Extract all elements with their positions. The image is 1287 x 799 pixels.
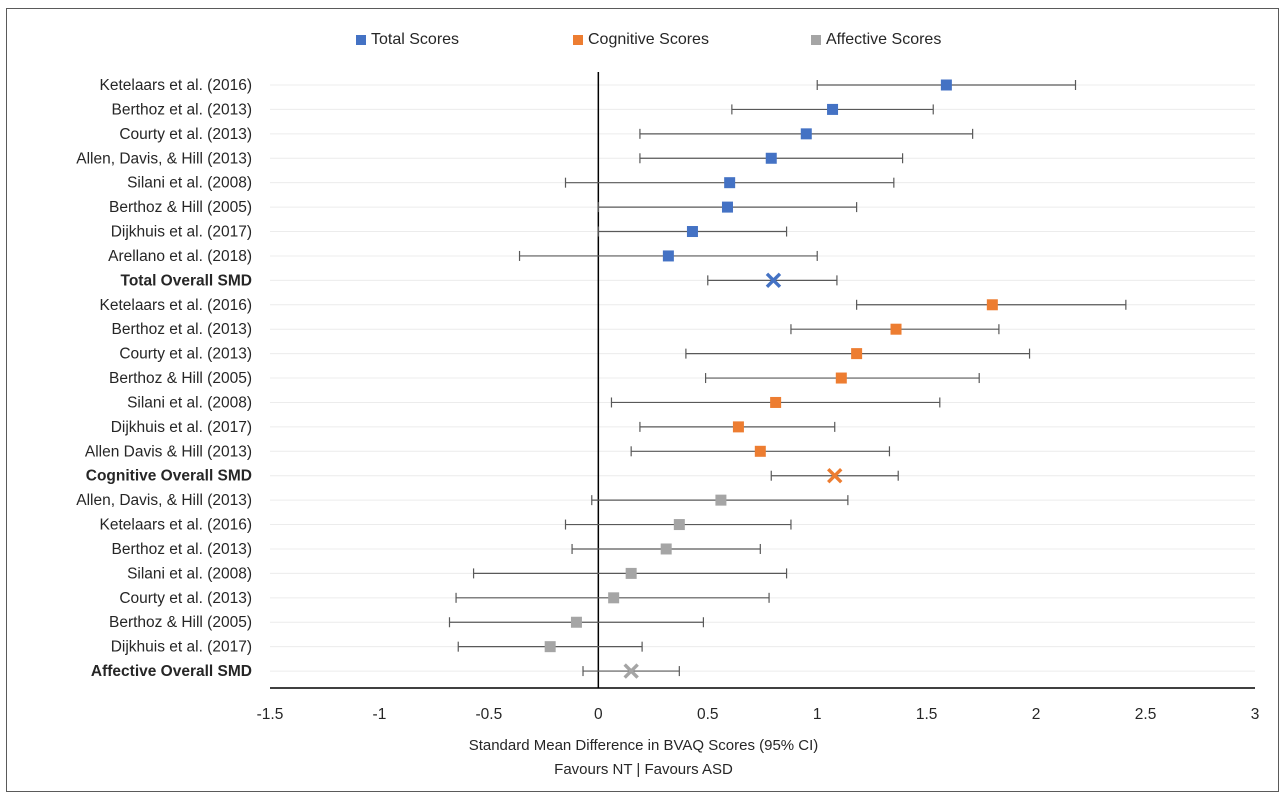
summary-x-marker-stroke-b — [765, 272, 782, 289]
legend-label-cognitive: Cognitive Scores — [588, 31, 709, 48]
x-axis-title: Standard Mean Difference in BVAQ Scores … — [468, 737, 819, 754]
legend-item-cognitive: Cognitive Scores — [573, 31, 709, 49]
legend-swatch-cognitive — [573, 35, 583, 45]
x-tick-label: 0 — [594, 706, 603, 723]
x-tick-label: -1 — [373, 706, 387, 723]
x-tick-label: 0.5 — [697, 706, 719, 723]
effect-square-marker — [625, 567, 637, 579]
effect-markers — [544, 79, 998, 679]
effect-square-marker — [724, 177, 736, 189]
effect-square-marker — [732, 421, 744, 433]
study-label: Dijkhuis et al. (2017) — [111, 224, 252, 241]
x-tick-label: 2 — [1032, 706, 1041, 723]
study-label: Arellano et al. (2018) — [108, 248, 252, 265]
effect-square-marker — [662, 250, 674, 262]
overall-smd-label: Affective Overall SMD — [91, 663, 252, 680]
effect-square-marker — [608, 592, 620, 604]
study-label: Berthoz et al. (2013) — [112, 101, 252, 118]
study-label: Courty et al. (2013) — [119, 590, 252, 607]
summary-x-marker-stroke-b — [623, 663, 639, 679]
study-label: Berthoz & Hill (2005) — [109, 370, 252, 387]
effect-square-marker — [827, 103, 839, 115]
legend-label-total: Total Scores — [371, 31, 460, 48]
effect-square-marker — [721, 201, 733, 213]
effect-square-marker — [770, 396, 782, 408]
effect-square-marker — [673, 519, 685, 531]
x-axis-subtitle: Favours NT | Favours ASD — [554, 761, 733, 778]
study-label: Ketelaars et al. (2016) — [99, 517, 252, 534]
study-label: Berthoz & Hill (2005) — [109, 199, 252, 216]
effect-square-marker — [940, 79, 952, 91]
effect-square-marker — [715, 494, 727, 506]
study-label: Berthoz & Hill (2005) — [109, 614, 252, 631]
overall-smd-label: Cognitive Overall SMD — [86, 468, 252, 485]
study-label: Allen, Davis, & Hill (2013) — [76, 150, 252, 167]
effect-square-marker — [686, 226, 698, 238]
effect-square-marker — [986, 299, 998, 311]
effect-square-marker — [890, 323, 902, 335]
x-tick-labels: -1.5 -1 -0.5 0 0.5 1 1.5 2 2.5 3 — [257, 706, 1260, 723]
study-label: Silani et al. (2008) — [127, 565, 252, 582]
study-label: Silani et al. (2008) — [127, 175, 252, 192]
effect-square-marker — [570, 616, 582, 628]
study-label: Allen Davis & Hill (2013) — [85, 443, 252, 460]
study-label: Ketelaars et al. (2016) — [99, 297, 252, 314]
summary-x-marker-stroke-b — [827, 468, 843, 484]
effect-square-marker — [800, 128, 812, 140]
legend-item-affective: Affective Scores — [811, 31, 941, 49]
legend-swatch-total — [356, 35, 366, 45]
legend-item-total: Total Scores — [356, 31, 459, 49]
effect-square-marker — [851, 348, 863, 360]
study-label: Courty et al. (2013) — [119, 126, 252, 143]
x-tick-label: 1.5 — [916, 706, 938, 723]
effect-square-marker — [544, 641, 556, 653]
legend-label-affective: Affective Scores — [826, 31, 942, 48]
x-tick-label: 2.5 — [1135, 706, 1157, 723]
effect-square-marker — [754, 445, 766, 457]
chart-frame — [6, 8, 1279, 792]
effect-square-marker — [765, 152, 777, 164]
study-label: Ketelaars et al. (2016) — [99, 77, 252, 94]
x-tick-label: -1.5 — [257, 706, 284, 723]
effect-square-marker — [835, 372, 847, 384]
overall-smd-label: Total Overall SMD — [121, 272, 253, 289]
x-tick-label: 3 — [1251, 706, 1260, 723]
study-label: Berthoz et al. (2013) — [112, 541, 252, 558]
study-label: Dijkhuis et al. (2017) — [111, 419, 252, 436]
study-label: Dijkhuis et al. (2017) — [111, 639, 252, 656]
study-label: Courty et al. (2013) — [119, 346, 252, 363]
legend-swatch-affective — [811, 35, 821, 45]
x-tick-label: -0.5 — [476, 706, 503, 723]
x-tick-label: 1 — [813, 706, 822, 723]
effect-square-marker — [660, 543, 672, 555]
study-label: Silani et al. (2008) — [127, 394, 252, 411]
study-label: Allen, Davis, & Hill (2013) — [76, 492, 252, 509]
study-label: Berthoz et al. (2013) — [112, 321, 252, 338]
study-labels: Ketelaars et al. (2016) Berthoz et al. (2… — [76, 77, 252, 680]
legend: Total Scores Cognitive Scores Affective … — [0, 31, 1287, 53]
